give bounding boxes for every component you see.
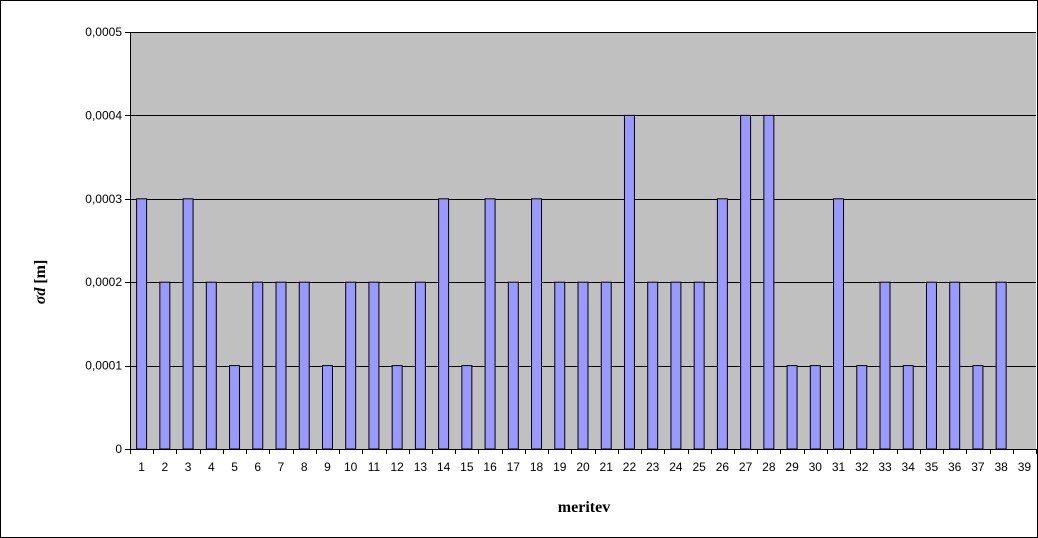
y-tick-label: 0,0004 bbox=[85, 108, 122, 122]
bar bbox=[507, 281, 519, 450]
bar bbox=[856, 365, 868, 450]
x-tick-label: 35 bbox=[925, 460, 939, 474]
bar bbox=[205, 281, 217, 450]
bar bbox=[670, 281, 682, 450]
bar bbox=[298, 281, 310, 450]
bar bbox=[577, 281, 589, 450]
y-tick-label: 0,0005 bbox=[85, 25, 122, 39]
y-axis-unit: [m] bbox=[32, 260, 49, 288]
x-tick-label: 21 bbox=[600, 460, 614, 474]
bar bbox=[345, 281, 357, 450]
bar bbox=[833, 198, 845, 450]
bar bbox=[136, 198, 148, 450]
x-tick-label: 34 bbox=[902, 460, 916, 474]
x-tick-label: 26 bbox=[716, 460, 730, 474]
y-tick-label: 0 bbox=[115, 442, 122, 456]
bar bbox=[275, 281, 287, 450]
bar bbox=[554, 281, 566, 450]
y-axis-title: σd [m] bbox=[32, 260, 49, 305]
bar bbox=[716, 198, 728, 450]
x-tick-label: 16 bbox=[483, 460, 497, 474]
bar bbox=[972, 365, 984, 450]
bar bbox=[391, 365, 403, 450]
x-tick-label: 23 bbox=[646, 460, 660, 474]
bar bbox=[414, 281, 426, 450]
x-tick-label: 8 bbox=[301, 460, 308, 474]
x-tick-label: 24 bbox=[669, 460, 683, 474]
x-tick-label: 1 bbox=[138, 460, 145, 474]
bar bbox=[902, 365, 914, 450]
bar bbox=[600, 281, 612, 450]
x-tick-label: 2 bbox=[162, 460, 169, 474]
y-tick-label: 0,0003 bbox=[85, 192, 122, 206]
x-tick-label: 7 bbox=[278, 460, 285, 474]
y-tick-label: 0,0001 bbox=[85, 359, 122, 373]
x-tick-label: 22 bbox=[623, 460, 637, 474]
y-axis-symbol: σd bbox=[32, 287, 49, 305]
bar bbox=[159, 281, 171, 450]
bar bbox=[321, 365, 333, 450]
x-tick-label: 25 bbox=[692, 460, 706, 474]
bar bbox=[879, 281, 891, 450]
axes bbox=[125, 32, 1037, 454]
bar bbox=[484, 198, 496, 450]
bar bbox=[531, 198, 543, 450]
x-tick-label: 33 bbox=[878, 460, 892, 474]
bar bbox=[229, 365, 241, 450]
x-tick-label: 11 bbox=[368, 460, 381, 474]
x-tick-label: 28 bbox=[762, 460, 776, 474]
x-axis-title: meritev bbox=[558, 499, 610, 516]
x-tick-label: 31 bbox=[832, 460, 846, 474]
y-tick-label: 0,0002 bbox=[85, 275, 122, 289]
x-tick-label: 18 bbox=[530, 460, 544, 474]
x-tick-label: 30 bbox=[809, 460, 823, 474]
bar bbox=[809, 365, 821, 450]
bar bbox=[623, 114, 635, 450]
x-tick-label: 14 bbox=[437, 460, 451, 474]
x-tick-label: 38 bbox=[994, 460, 1008, 474]
x-tick-label: 5 bbox=[231, 460, 238, 474]
bar bbox=[438, 198, 450, 450]
x-tick-label: 20 bbox=[576, 460, 590, 474]
bar bbox=[763, 114, 775, 450]
bar bbox=[252, 281, 264, 450]
x-tick-label: 10 bbox=[344, 460, 358, 474]
x-tick-label: 9 bbox=[324, 460, 331, 474]
bar bbox=[647, 281, 659, 450]
x-tick-label: 15 bbox=[460, 460, 474, 474]
bar bbox=[182, 198, 194, 450]
x-tick-label: 32 bbox=[855, 460, 869, 474]
bar bbox=[786, 365, 798, 450]
bars bbox=[136, 114, 1007, 450]
x-tick-label: 4 bbox=[208, 460, 215, 474]
x-tick-label: 6 bbox=[254, 460, 261, 474]
y-tick-labels: 0 0,0001 0,0002 0,0003 0,0004 0,0005 bbox=[85, 25, 122, 456]
x-tick-label: 27 bbox=[739, 460, 753, 474]
x-tick-label: 39 bbox=[1018, 460, 1032, 474]
bar bbox=[925, 281, 937, 450]
x-tick-label: 17 bbox=[507, 460, 521, 474]
x-tick-label: 3 bbox=[185, 460, 192, 474]
x-tick-label: 13 bbox=[414, 460, 428, 474]
x-tick-label: 37 bbox=[971, 460, 985, 474]
bar bbox=[949, 281, 961, 450]
x-tick-label: 19 bbox=[553, 460, 567, 474]
bar bbox=[995, 281, 1007, 450]
x-tick-label: 36 bbox=[948, 460, 962, 474]
x-tick-label: 29 bbox=[785, 460, 799, 474]
bar bbox=[740, 114, 752, 450]
x-tick-label: 12 bbox=[390, 460, 404, 474]
bar bbox=[693, 281, 705, 450]
bar bbox=[368, 281, 380, 450]
x-tick-labels: 1 2 3 4 5 6 7 8 9 10 11 12 13 14 15 16 17 18 19 20 21 22 23 24 2… bbox=[138, 460, 1031, 474]
bar bbox=[461, 365, 473, 450]
